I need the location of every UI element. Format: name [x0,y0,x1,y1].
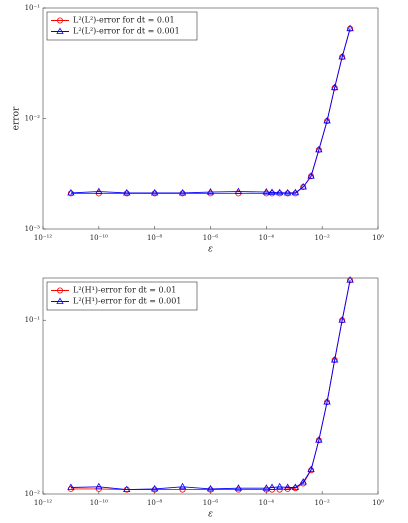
x-tick-label: 10⁻¹⁰ [90,234,108,242]
marker [67,188,75,196]
marker [178,482,187,490]
marker [179,190,186,197]
marker [123,485,131,493]
marker [67,483,75,490]
marker [262,188,271,195]
x-tick-label: 10⁻⁶ [203,499,219,507]
series-line [70,28,351,194]
marker [178,188,187,196]
y-tick-label: 10⁻¹ [25,4,41,12]
marker [95,187,103,195]
marker [291,483,300,490]
marker [283,483,292,490]
x-tick-label: 10⁻¹² [34,499,52,507]
x-tick-label: 10⁻⁶ [203,234,219,242]
marker [268,188,276,195]
x-axis-label: ε [208,510,213,520]
marker [234,484,243,491]
marker [275,482,284,490]
marker [338,316,346,323]
y-axis-label: error [12,106,22,130]
x-tick-label: 10⁰ [372,499,384,507]
legend-box [46,281,198,311]
x-tick-label: 10⁰ [372,234,384,242]
marker [262,484,271,491]
x-tick-label: 10⁻¹² [34,234,52,242]
marker [315,436,323,443]
y-tick-label: 10⁻² [25,490,41,498]
marker [346,276,354,283]
marker [283,188,292,196]
y-tick-label: 10⁻¹ [25,316,41,324]
marker [234,187,243,195]
marker [299,478,307,485]
x-tick-label: 10⁻⁴ [259,499,275,507]
x-tick-label: 10⁻² [314,499,330,507]
marker [268,483,276,490]
marker [323,116,331,124]
series-line [70,280,351,491]
marker [67,190,74,197]
marker [315,145,323,153]
marker [123,188,131,196]
plot-area [42,277,379,495]
legend-label: L²(L²)-error for dt = 0.001 [73,27,180,36]
marker [307,465,315,473]
marker [346,24,354,32]
marker [56,27,64,34]
legend-label: L²(H¹)-error for dt = 0.01 [73,286,176,295]
x-tick-label: 10⁻⁸ [147,499,163,507]
marker [330,83,339,91]
marker [275,188,284,196]
legend-label: L²(H¹)-error for dt = 0.001 [73,297,181,306]
x-tick-label: 10⁻² [314,234,330,242]
x-axis-label: ε [208,245,213,255]
marker [151,190,158,197]
marker [206,188,215,195]
x-tick-label: 10⁻¹⁰ [90,499,108,507]
marker [150,484,159,492]
marker [291,188,300,196]
marker [323,398,331,405]
marker [338,53,346,60]
x-tick-label: 10⁻⁸ [147,234,163,242]
y-tick-label: 10⁻² [25,115,41,123]
marker [307,172,315,179]
marker [57,17,64,24]
marker [299,182,307,190]
marker [56,297,64,304]
marker [123,190,130,197]
x-tick-label: 10⁻⁴ [259,234,275,242]
marker [150,188,159,196]
marker [330,356,339,363]
marker [95,482,103,490]
legend-label: L²(L²)-error for dt = 0.01 [73,16,175,25]
marker [57,287,64,294]
legend-box [46,11,198,41]
marker [206,484,215,492]
marker [284,190,291,197]
y-tick-label: 10⁻³ [25,225,41,233]
